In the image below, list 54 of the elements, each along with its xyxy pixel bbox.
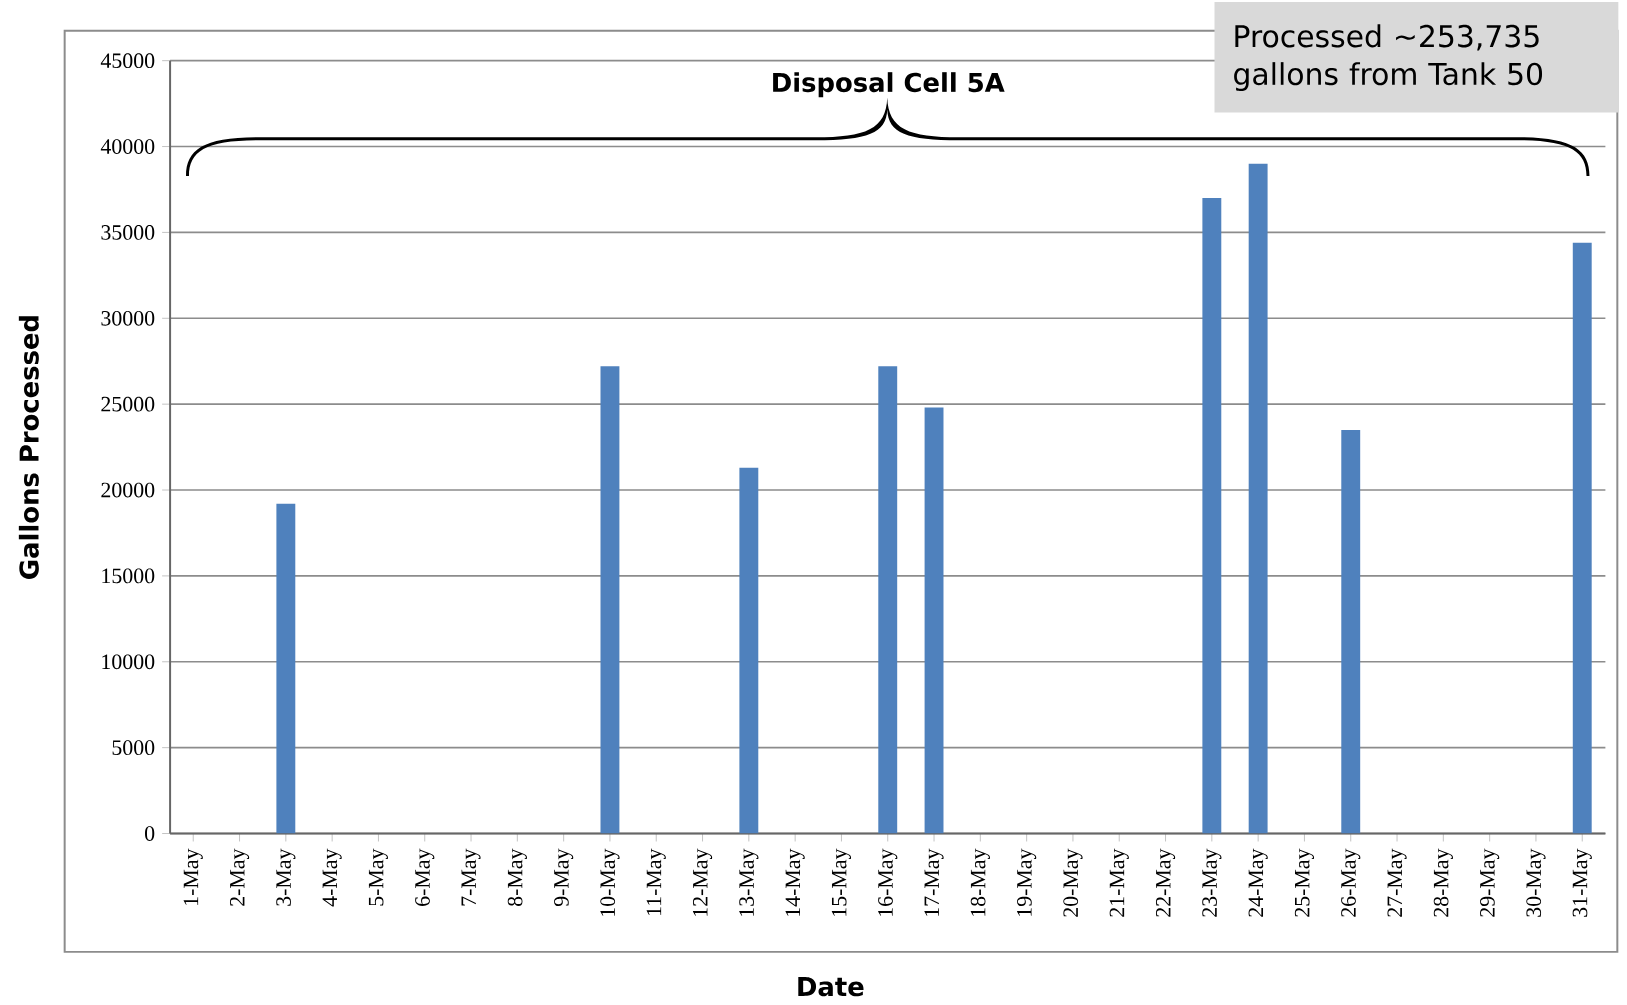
annotation: Disposal Cell 5A [773, 72, 1005, 98]
y-tick-label: 5000 [112, 740, 155, 756]
x-tick-label: 5-May [368, 848, 388, 906]
x-tick-label: 31-May [1572, 848, 1592, 917]
x-tick-label: 9-May [554, 848, 574, 907]
x-tick-label: 17-May [924, 848, 944, 917]
y-tick-label: 10000 [102, 654, 155, 670]
x-tick-label: 14-May [785, 848, 805, 917]
bar [1341, 430, 1361, 834]
bar [878, 366, 898, 834]
y-tick-label: 35000 [101, 225, 155, 240]
bar [924, 407, 944, 834]
x-tick-label: 6-May [415, 848, 435, 907]
x-tick-label: 7-May [461, 848, 481, 906]
bar [276, 503, 296, 834]
y-tick-label: 40000 [100, 139, 155, 155]
bar [739, 467, 759, 834]
x-tick-label: 29-May [1480, 848, 1500, 918]
x-tick-label: 30-May [1526, 848, 1546, 917]
y-tick-label: 25000 [101, 396, 155, 412]
x-tick-label: 12-May [692, 848, 713, 917]
x-tick-label: 22-May [1155, 848, 1176, 918]
y-tick-label: 0 [145, 826, 155, 842]
x-tick-label: 26-May [1341, 848, 1361, 918]
bar [600, 366, 620, 834]
x-tick-label: 24-May [1248, 848, 1268, 918]
x-tick-label: 2-May [229, 848, 250, 907]
x-tick-label: 1-May [183, 848, 203, 906]
x-tick-label: 20-May [1063, 848, 1083, 918]
x-tick-label: 19-May [1017, 848, 1037, 917]
x-axis-title: Date [798, 977, 864, 997]
x-tick-label: 23-May [1202, 848, 1222, 918]
bar [1202, 198, 1222, 834]
x-tick-label: 8-May [507, 848, 527, 907]
annotation: Processed ~253,735 gallons from Tank 50 [1234, 24, 1543, 92]
x-tick-label: 25-May [1294, 848, 1315, 918]
bar [1248, 163, 1268, 834]
bar [1572, 242, 1592, 834]
y-axis-title: Gallons Processed [18, 316, 39, 580]
x-tick-label: 3-May [276, 848, 296, 906]
x-tick-label: 10-May [600, 848, 620, 917]
x-tick-label: 13-May [739, 848, 759, 917]
x-tick-label: 21-May [1109, 848, 1129, 918]
x-tick-label: 11-May [646, 848, 666, 916]
y-tick-label: 20000 [101, 482, 155, 498]
x-tick-label: 15-May [831, 848, 852, 917]
x-tick-label: 16-May [878, 848, 898, 917]
y-tick-label: 30000 [101, 311, 155, 326]
y-tick-label: 45000 [100, 53, 155, 69]
y-tick-label: 15000 [102, 568, 155, 584]
x-tick-label: 4-May [322, 848, 342, 907]
x-tick-label: 28-May [1433, 848, 1453, 918]
x-tick-label: 27-May [1387, 848, 1407, 918]
x-tick-label: 18-May [970, 848, 990, 917]
